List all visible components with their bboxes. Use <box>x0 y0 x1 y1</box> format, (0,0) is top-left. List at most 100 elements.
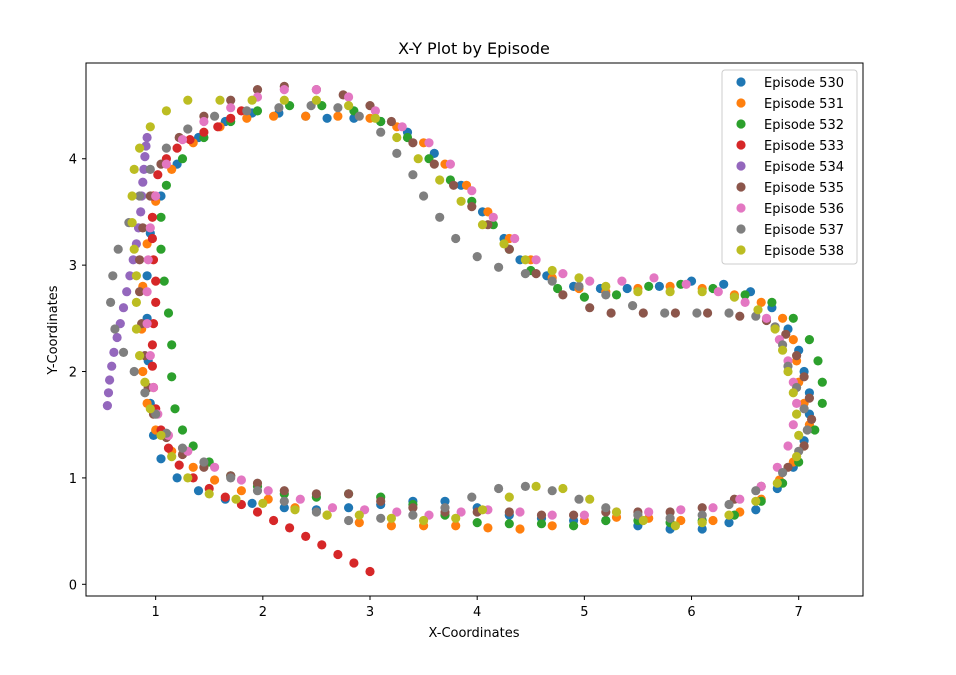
data-point <box>226 113 236 123</box>
data-point <box>311 489 321 499</box>
data-point <box>574 494 584 504</box>
data-point <box>536 519 547 529</box>
data-point <box>601 290 611 300</box>
data-point <box>127 191 137 201</box>
data-point <box>177 443 188 453</box>
data-point <box>344 503 354 513</box>
data-point <box>138 366 148 377</box>
data-point <box>467 202 477 212</box>
data-point <box>118 347 129 357</box>
data-point <box>788 313 798 323</box>
data-point <box>724 499 734 510</box>
data-point <box>161 143 171 153</box>
data-point <box>494 483 504 494</box>
data-point <box>213 122 223 132</box>
data-point <box>135 351 145 361</box>
data-point <box>660 308 670 318</box>
data-point <box>692 308 702 318</box>
data-point <box>210 462 220 472</box>
data-point <box>424 138 434 148</box>
x-tick-label: 1 <box>152 605 160 620</box>
data-point <box>161 180 171 190</box>
data-point <box>242 113 252 123</box>
data-point <box>199 457 209 467</box>
data-point <box>494 262 504 272</box>
data-point <box>622 283 632 294</box>
data-point <box>574 281 584 291</box>
data-point <box>579 510 590 520</box>
data-point <box>781 329 791 339</box>
data-point <box>719 279 729 289</box>
data-point <box>585 494 595 504</box>
data-point <box>435 212 445 222</box>
data-point <box>504 507 514 517</box>
data-point <box>226 95 236 105</box>
data-point <box>147 212 157 222</box>
data-point <box>799 372 809 382</box>
legend-item: Episode 538 <box>736 244 844 259</box>
data-point <box>139 164 149 174</box>
data-point <box>467 186 477 196</box>
ticks-layer: 1 2 3 4 5 6 7 0 1 2 3 4 <box>69 153 803 620</box>
data-point <box>792 398 802 408</box>
legend-label: Episode 537 <box>764 223 844 238</box>
data-point <box>269 515 279 526</box>
data-point <box>199 127 209 137</box>
data-point <box>159 276 169 286</box>
data-point <box>174 460 184 470</box>
data-point <box>735 494 745 504</box>
data-point <box>349 558 359 568</box>
data-point <box>279 486 289 496</box>
data-point <box>499 239 509 249</box>
data-point <box>783 441 793 451</box>
data-point <box>697 518 707 528</box>
data-point <box>142 319 152 329</box>
data-point <box>392 507 402 517</box>
data-point <box>129 366 139 377</box>
data-point <box>756 297 766 307</box>
data-point <box>172 473 182 483</box>
data-point <box>817 398 827 408</box>
data-point <box>145 122 155 132</box>
data-point <box>644 507 654 517</box>
x-tick-label: 6 <box>687 605 695 620</box>
data-point <box>151 276 161 286</box>
data-point <box>697 503 707 513</box>
data-point <box>290 505 300 515</box>
data-point <box>794 430 804 440</box>
data-point <box>167 340 177 350</box>
data-point <box>122 287 132 297</box>
data-point <box>344 515 354 526</box>
data-point <box>670 308 681 318</box>
data-point <box>170 404 180 414</box>
data-point <box>665 287 675 297</box>
data-point <box>311 507 321 517</box>
data-point <box>242 106 252 116</box>
legend-label: Episode 531 <box>764 97 844 112</box>
y-tick-label: 3 <box>69 259 77 274</box>
data-point <box>611 507 622 517</box>
data-point <box>322 510 332 520</box>
legend-label: Episode 536 <box>764 202 844 217</box>
data-point <box>788 335 798 345</box>
data-point <box>167 372 177 382</box>
data-point <box>279 85 289 95</box>
data-point <box>188 462 198 472</box>
data-point <box>370 106 380 116</box>
data-point <box>601 281 611 291</box>
data-point <box>199 116 209 127</box>
data-point <box>751 505 761 515</box>
data-point <box>408 503 418 513</box>
plot-frame <box>85 62 864 597</box>
data-point <box>142 287 152 297</box>
data-point <box>792 409 802 419</box>
data-point <box>183 473 193 483</box>
data-point <box>145 351 155 361</box>
data-point <box>467 492 477 502</box>
data-point <box>102 401 112 411</box>
x-tick-label: 3 <box>366 605 374 620</box>
data-point <box>177 154 188 164</box>
data-point <box>354 111 364 121</box>
data-point <box>536 510 547 520</box>
